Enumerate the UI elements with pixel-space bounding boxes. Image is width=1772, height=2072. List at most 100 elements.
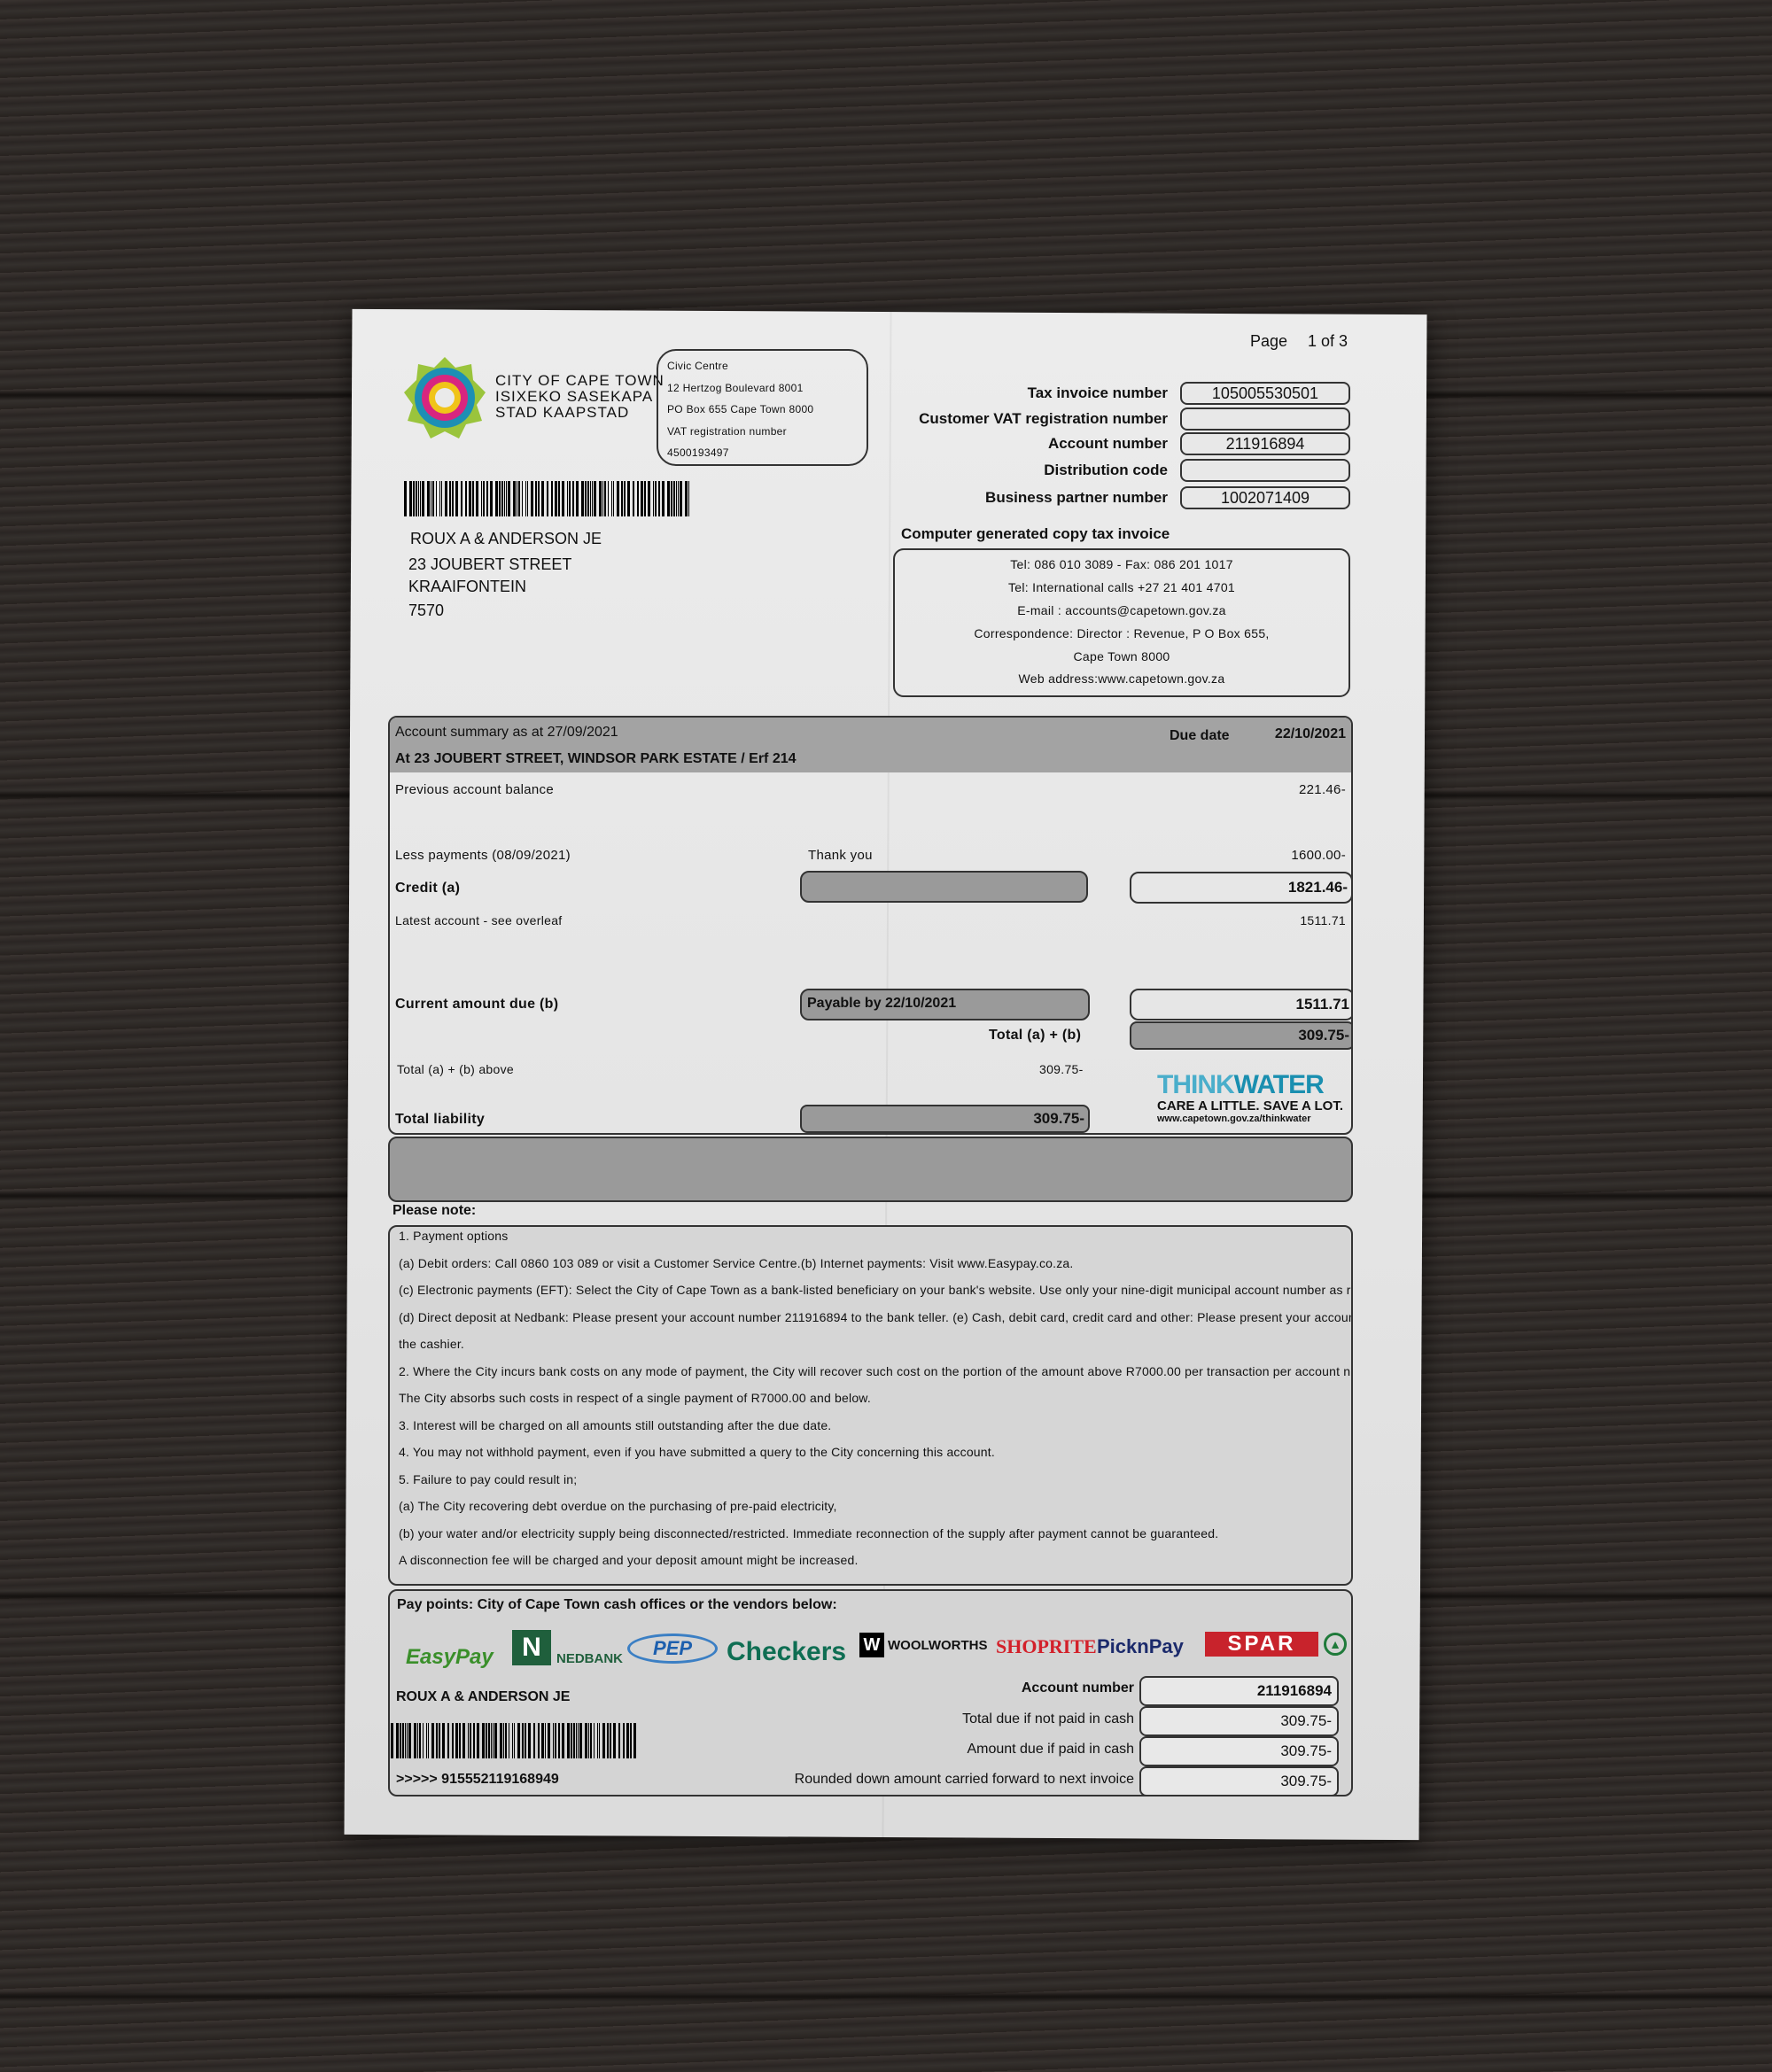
total-above-label: Total (a) + (b) above [397, 1062, 514, 1076]
barcode-bar [551, 481, 553, 516]
note-line: 2. Where the City incurs bank costs on a… [399, 1363, 1353, 1378]
barcode-bar [627, 481, 630, 516]
total-due-not-cash: 309.75- [1139, 1706, 1339, 1736]
contact-box: Tel: 086 010 3089 - Fax: 086 201 1017 Te… [893, 548, 1350, 697]
barcode-bar [518, 481, 520, 516]
note-line: (b) your water and/or electricity supply… [399, 1525, 1219, 1540]
tax-invoice-number: 105005530501 [1180, 382, 1350, 405]
barcode-bar [490, 1723, 492, 1758]
recipient-postcode: 7570 [408, 601, 445, 619]
barcode-bar [404, 1723, 406, 1758]
woolworths-logo: WOOLWORTHS [888, 1638, 988, 1653]
contact-web[interactable]: Web address:www.capetown.gov.za [1018, 671, 1225, 686]
barcode-bar [623, 1723, 626, 1758]
total-liability-label: Total liability [395, 1112, 486, 1127]
slip-field-label: Total due if not paid in cash [962, 1711, 1134, 1727]
nedbank-logo: NEDBANK [556, 1651, 623, 1666]
barcode-bar [408, 1723, 411, 1758]
barcode [404, 481, 693, 516]
barcode-bar [667, 481, 670, 516]
barcode-bar [621, 481, 623, 516]
contact-email[interactable]: E-mail : accounts@capetown.gov.za [1017, 603, 1226, 617]
barcode-bar [438, 1723, 440, 1758]
barcode-bar [581, 481, 584, 516]
barcode-bar [594, 1723, 595, 1758]
civic-line: VAT registration number [667, 425, 787, 438]
credit-value: 1821.46- [1130, 872, 1351, 904]
summary-header [390, 718, 1351, 772]
woolworths-icon: W [859, 1633, 884, 1657]
barcode-bar [532, 1723, 535, 1758]
previous-balance-label: Previous account balance [395, 782, 554, 797]
contact-phone: Tel: 086 010 3089 - Fax: 086 201 1017 [1010, 557, 1233, 571]
barcode-bar [483, 481, 485, 516]
shoprite-logo: SHOPRITE [996, 1635, 1097, 1657]
barcode-bar [494, 1723, 497, 1758]
barcode-bar [469, 481, 471, 516]
barcode-bar [562, 481, 564, 516]
barcode-bar [513, 481, 516, 516]
recipient-town: KRAAIFONTEIN [408, 578, 527, 595]
pay-points-title: Pay points: City of Cape Town cash offic… [397, 1597, 837, 1612]
barcode-bar [511, 1723, 513, 1758]
empty-grey-panel [388, 1137, 1353, 1202]
contact-intl: Tel: International calls +27 21 401 4701 [1007, 580, 1235, 594]
slip-field-label: Amount due if paid in cash [967, 1742, 1134, 1757]
barcode-bar [413, 1723, 416, 1758]
total-ab-value: 309.75- [1130, 1021, 1351, 1050]
barcode-bar [467, 1723, 469, 1758]
barcode-bar [521, 1723, 524, 1758]
barcode-bar [401, 1723, 404, 1758]
barcode-bar [587, 481, 589, 516]
barcode-bar [602, 1723, 606, 1758]
barcode-bar [413, 481, 415, 516]
field-label: Customer VAT registration number [919, 410, 1168, 427]
note-line: the cashier. [399, 1337, 464, 1351]
barcode-bar [602, 481, 603, 516]
barcode-bar [441, 481, 442, 516]
barcode-bar [637, 481, 639, 516]
thinkwater-logo: THINKWATER CARE A LITTLE. SAVE A LOT. ww… [1157, 1070, 1343, 1124]
pep-logo: PEP [627, 1634, 718, 1664]
barcode-bar [617, 481, 619, 516]
barcode-bar [613, 481, 614, 516]
barcode-bar [465, 481, 467, 516]
barcode-bar [567, 481, 568, 516]
barcode-bar [441, 1723, 445, 1758]
note-line: 4. You may not withhold payment, even if… [399, 1445, 995, 1459]
total-ab-label: Total (a) + (b) [989, 1028, 1082, 1043]
barcode-bar [599, 481, 602, 516]
barcode-bar [597, 1723, 599, 1758]
barcode-bar [579, 1723, 583, 1758]
barcode-bar [455, 1723, 458, 1758]
barcode-bar [641, 481, 643, 516]
barcode-bar [527, 1723, 531, 1758]
barcode-bar [522, 481, 523, 516]
customer-vat-number [1180, 407, 1350, 431]
field-label: Tax invoice number [1027, 384, 1168, 401]
barcode-bar [490, 481, 493, 516]
barcode-bar [399, 1723, 401, 1758]
barcode-bar [671, 481, 672, 516]
barcode-bar [548, 1723, 551, 1758]
barcode-bar [658, 481, 660, 516]
note-line: (a) The City recovering debt overdue on … [399, 1499, 837, 1513]
barcode-bar [576, 1723, 578, 1758]
barcode-bar [590, 481, 591, 516]
barcode-bar [648, 481, 650, 516]
barcode-bar [499, 481, 501, 516]
barcode-bar [538, 481, 540, 516]
barcode-bar [569, 481, 571, 516]
barcode-bar [422, 1723, 424, 1758]
summary-title: Account summary as at 27/09/2021 [395, 725, 618, 740]
barcode-bar [594, 481, 596, 516]
payment-barcode [391, 1723, 639, 1758]
barcode-bar [571, 1723, 573, 1758]
city-logo-icon [404, 357, 486, 438]
barcode-bar [469, 1723, 471, 1758]
barcode-bar [435, 1723, 438, 1758]
barcode-bar [502, 1723, 504, 1758]
page-number: 1 of 3 [1308, 332, 1348, 350]
barcode-bar [553, 1723, 555, 1758]
thinkwater-url[interactable]: www.capetown.gov.za/thinkwater [1157, 1114, 1311, 1124]
